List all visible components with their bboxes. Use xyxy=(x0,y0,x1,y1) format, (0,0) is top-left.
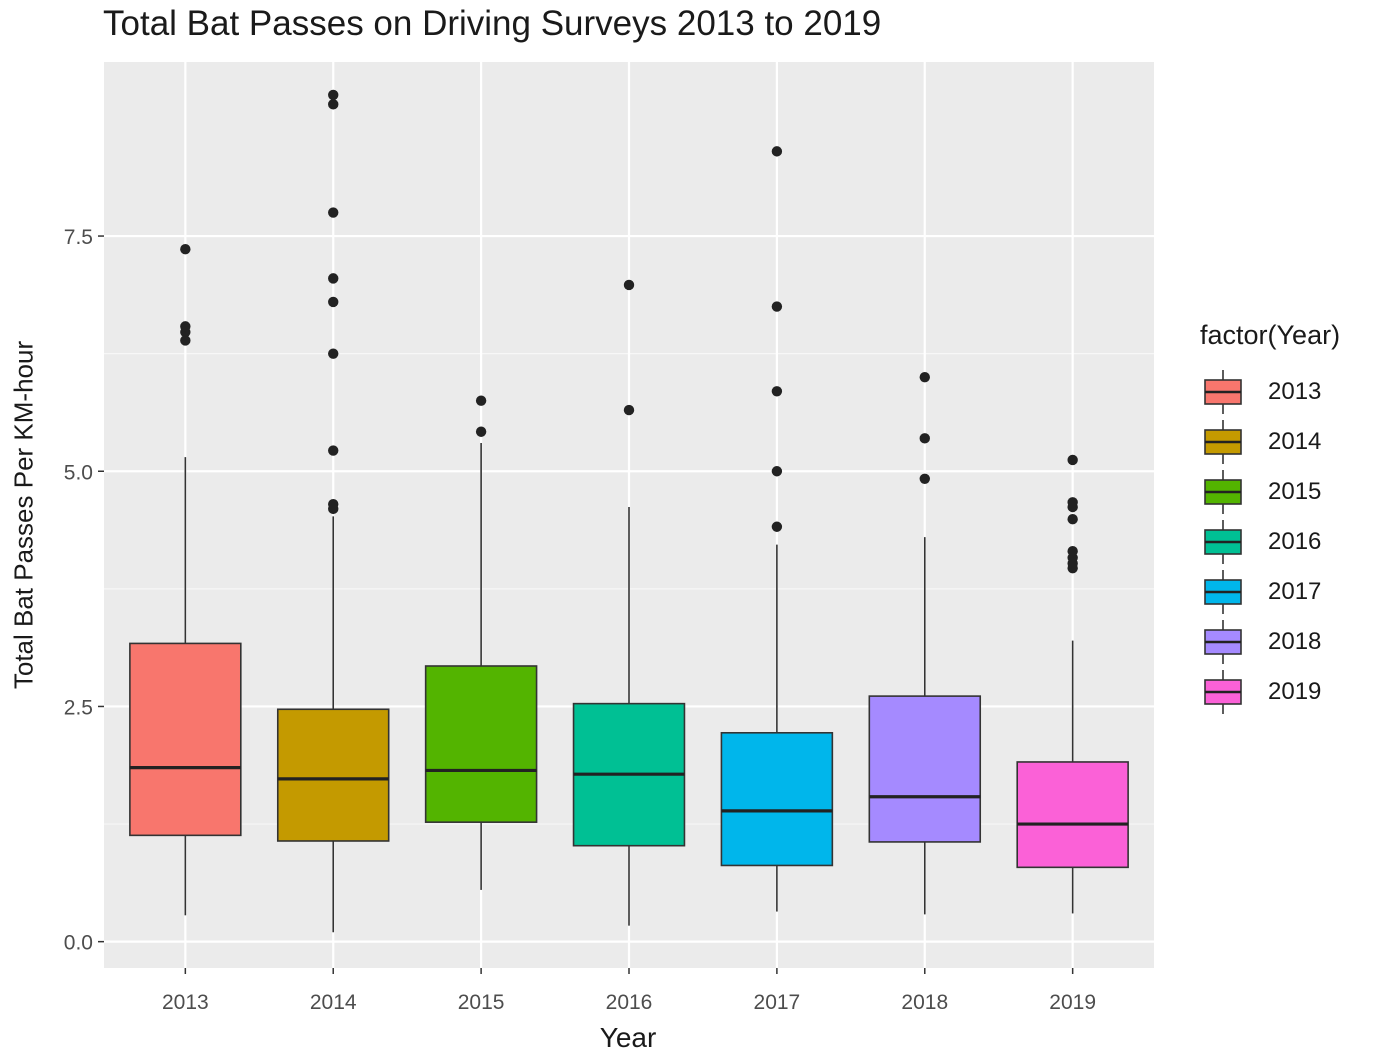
legend-label: 2014 xyxy=(1268,428,1322,455)
outlier-point xyxy=(475,426,487,437)
legend-key xyxy=(1200,470,1246,514)
outlier-point xyxy=(328,445,339,456)
legend-item-2016: 2016 xyxy=(1200,517,1340,567)
legend-key xyxy=(1200,520,1246,564)
y-tick-label: 0.0 xyxy=(64,932,93,955)
box-2017 xyxy=(720,146,834,912)
outlier-point xyxy=(1067,497,1078,508)
outlier-point xyxy=(623,404,635,416)
outlier-point xyxy=(328,348,339,359)
outlier-point xyxy=(180,335,191,346)
x-tick-label: 2015 xyxy=(458,991,505,1014)
x-axis-label: Year xyxy=(599,1022,657,1053)
x-tick-label: 2013 xyxy=(162,991,209,1014)
legend-label: 2015 xyxy=(1268,478,1322,505)
outlier-point xyxy=(771,301,783,312)
box-body xyxy=(276,708,390,842)
outlier-point xyxy=(328,296,339,308)
outlier-point xyxy=(771,521,783,532)
x-tick-label: 2014 xyxy=(310,991,357,1014)
outlier-point xyxy=(623,279,635,291)
legend-key xyxy=(1200,670,1246,714)
legend-title: factor(Year) xyxy=(1200,320,1341,350)
x-tick-label: 2017 xyxy=(754,991,801,1014)
box-body xyxy=(1016,761,1129,869)
outlier-point xyxy=(328,99,339,110)
legend-key xyxy=(1200,370,1246,414)
y-axis-label: Total Bat Passes Per KM-hour xyxy=(8,340,39,690)
box-body xyxy=(720,731,834,867)
y-tick-label: 7.5 xyxy=(64,226,93,249)
box-body xyxy=(424,665,538,823)
outlier-point xyxy=(771,146,783,157)
box-2019 xyxy=(1016,454,1129,914)
y-tick-label: 2.5 xyxy=(64,696,93,719)
legend-item-2017: 2017 xyxy=(1200,567,1340,617)
box-2015 xyxy=(424,395,538,890)
legend-label: 2016 xyxy=(1268,528,1322,555)
legend: factor(Year) 2013 2014 2015 2016 2017 2018 201… xyxy=(1200,320,1340,717)
legend-item-2015: 2015 xyxy=(1200,467,1340,517)
box-2016 xyxy=(572,279,686,926)
x-tick-label: 2018 xyxy=(901,991,948,1014)
legend-key xyxy=(1200,570,1246,614)
outlier-point xyxy=(328,498,339,510)
outlier-point xyxy=(771,466,783,477)
outlier-point xyxy=(919,473,930,484)
chart-title: Total Bat Passes on Driving Surveys 2013… xyxy=(103,4,882,43)
legend-item-2019: 2019 xyxy=(1200,667,1340,717)
outlier-point xyxy=(180,244,191,255)
box-body xyxy=(129,642,242,837)
outlier-point xyxy=(475,395,487,406)
outlier-point xyxy=(328,89,339,101)
legend-key xyxy=(1200,620,1246,664)
legend-item-2013: 2013 xyxy=(1200,367,1340,417)
x-axis: 2013 2014 2015 2016 2017 2018 2019 xyxy=(162,968,1096,1014)
legend-label: 2018 xyxy=(1268,628,1322,655)
outlier-point xyxy=(328,273,339,284)
outlier-point xyxy=(180,321,191,332)
box-2018 xyxy=(868,371,982,915)
outlier-point xyxy=(919,371,930,383)
outlier-point xyxy=(771,386,783,397)
outlier-point xyxy=(1067,546,1078,557)
outlier-point xyxy=(1067,454,1078,466)
outlier-point xyxy=(1067,514,1078,525)
legend-label: 2017 xyxy=(1268,578,1322,605)
legend-item-2014: 2014 xyxy=(1200,417,1340,467)
box-2014 xyxy=(276,89,390,933)
legend-key xyxy=(1200,420,1246,464)
box-2013 xyxy=(129,244,242,916)
legend-label: 2019 xyxy=(1268,678,1322,705)
outlier-point xyxy=(919,433,930,444)
box-body xyxy=(868,695,982,843)
x-tick-label: 2019 xyxy=(1049,991,1096,1014)
legend-items: 2013 2014 2015 2016 2017 2018 2019 xyxy=(1200,367,1340,717)
y-tick-label: 5.0 xyxy=(64,461,93,484)
legend-item-2018: 2018 xyxy=(1200,617,1340,667)
y-axis: 0.0 2.5 5.0 7.5 xyxy=(64,226,104,955)
box-series xyxy=(129,89,1129,933)
outlier-point xyxy=(328,207,339,218)
legend-label: 2013 xyxy=(1268,378,1322,405)
x-tick-label: 2016 xyxy=(606,991,653,1014)
